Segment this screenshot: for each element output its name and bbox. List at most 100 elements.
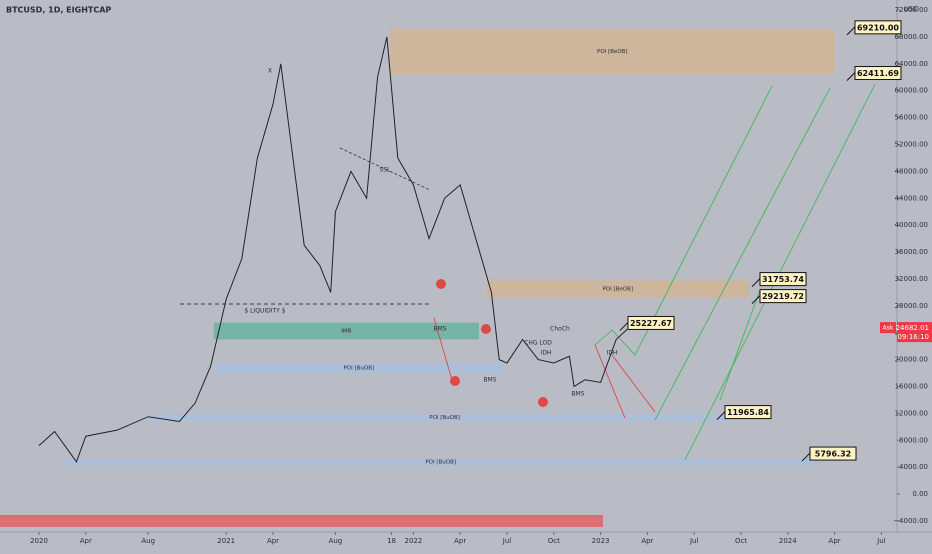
price-label-pointer (716, 411, 726, 420)
ask-tag (880, 322, 896, 334)
y-tick-label: 40000.00 (895, 221, 928, 229)
price-label-box (759, 289, 807, 304)
annotation: IDH (607, 350, 618, 357)
event-icons (0, 515, 603, 527)
x-tick-label: Oct (548, 537, 560, 545)
annotation: X (268, 68, 272, 75)
y-tick-label: 4000.00 (899, 463, 928, 471)
zone (148, 414, 741, 422)
x-tick-label: 2022 (404, 537, 422, 545)
price-label: 5796.32 (815, 450, 851, 459)
swing-marker (538, 397, 548, 407)
y-tick-label: 32000.00 (895, 275, 928, 283)
x-tick-label: Aug (141, 537, 155, 545)
annotation: CHG LOD (524, 340, 552, 347)
zone (213, 322, 479, 340)
annotation: BMS (571, 391, 584, 398)
price-label: 25227.67 (630, 319, 672, 328)
y-tick-label: 64000.00 (895, 60, 928, 68)
ssl-line (339, 147, 431, 191)
y-tick-label: 56000.00 (895, 114, 928, 122)
zone (62, 459, 819, 466)
zone-label: POI [BeOB] (597, 49, 628, 55)
y-tick-label: 60000.00 (895, 87, 928, 95)
x-tick-label: Apr (829, 537, 841, 545)
x-tick-label: Jul (502, 537, 512, 545)
x-tick-label: Apr (454, 537, 466, 545)
price-label-box (854, 66, 902, 81)
x-tick-label: Apr (641, 537, 653, 545)
projection-red (611, 354, 656, 413)
price-label: 11965.84 (727, 408, 769, 417)
zone-label: POI [BuOB] (343, 365, 374, 371)
y-tick-label: 0.00 (912, 490, 928, 498)
price-label-box (627, 315, 675, 330)
projection-red (594, 344, 626, 419)
zone (390, 28, 835, 75)
price-label-box (724, 405, 772, 420)
x-tick-label: Jul (876, 537, 886, 545)
price-label-pointer (846, 72, 856, 81)
y-tick-label: 8000.00 (899, 436, 928, 444)
x-tick-label: 2021 (217, 537, 235, 545)
y-tick-label: 68000.00 (895, 33, 928, 41)
zone-label: IMB (341, 329, 351, 335)
countdown: 09:16:10 (898, 333, 929, 341)
y-tick-label: 12000.00 (895, 409, 928, 417)
projection-green (654, 87, 831, 421)
currency: USD (904, 5, 919, 13)
price-label-pointer (751, 278, 761, 287)
x-tick-label: 2024 (779, 537, 797, 545)
projection-red (433, 317, 453, 381)
price-label-pointer (801, 452, 811, 462)
x-tick-label: 2020 (30, 537, 48, 545)
y-tick-label: 16000.00 (895, 382, 928, 390)
y-tick-label: 20000.00 (895, 356, 928, 364)
y-tick-label: 48000.00 (895, 167, 928, 175)
annotation: BMS (433, 326, 446, 333)
x-tick-label: Jul (689, 537, 699, 545)
x-tick-label: Aug (329, 537, 343, 545)
swing-marker (481, 324, 491, 334)
price-label-pointer (619, 322, 629, 331)
y-tick-label: 36000.00 (895, 248, 928, 256)
x-tick-label: 2023 (592, 537, 610, 545)
current-price-tag (897, 322, 932, 343)
x-tick-label: Apr (80, 537, 92, 545)
zone (486, 280, 749, 298)
toolbar-icons (0, 515, 603, 527)
price-label-box (759, 272, 807, 287)
price-label-box (809, 446, 857, 461)
price-label-pointer (751, 295, 761, 304)
projection-green (684, 83, 876, 461)
y-tick-label: 52000.00 (895, 141, 928, 149)
annotation: $ LIQUIDITY $ (244, 308, 285, 315)
price-label: 29219.72 (762, 292, 804, 301)
y-tick-label: −4000.00 (893, 517, 928, 525)
x-tick-label: Apr (267, 537, 279, 545)
ask-label: Ask (883, 325, 894, 332)
price-label-pointer (846, 26, 856, 36)
annotation: BMS (483, 377, 496, 384)
y-tick-label: 28000.00 (895, 302, 928, 310)
y-tick-label: 72000.00 (895, 6, 928, 14)
price-line (38, 36, 628, 463)
annotation: SSL (380, 167, 392, 174)
projection-green (594, 85, 773, 356)
price-label: 31753.74 (762, 275, 804, 284)
y-tick-label: 44000.00 (895, 194, 928, 202)
x-tick-label: 18 (387, 537, 396, 545)
current-price-label: 24682.01 (896, 324, 929, 332)
zone-label: POI [BuOB] (425, 460, 456, 466)
x-tick-label: Oct (735, 537, 747, 545)
annotation: ChoCh (550, 326, 570, 333)
projection-green (719, 289, 761, 401)
price-label: 69210.00 (857, 23, 899, 32)
zone-label: POI [BuOB] (429, 415, 460, 421)
zone-label: POI [BeOB] (602, 287, 633, 293)
annotation: IDH (541, 350, 552, 357)
price-label: 62411.69 (857, 69, 899, 78)
chart-title: BTCUSD, 1D, EIGHTCAP (6, 6, 111, 15)
swing-marker (436, 279, 446, 289)
